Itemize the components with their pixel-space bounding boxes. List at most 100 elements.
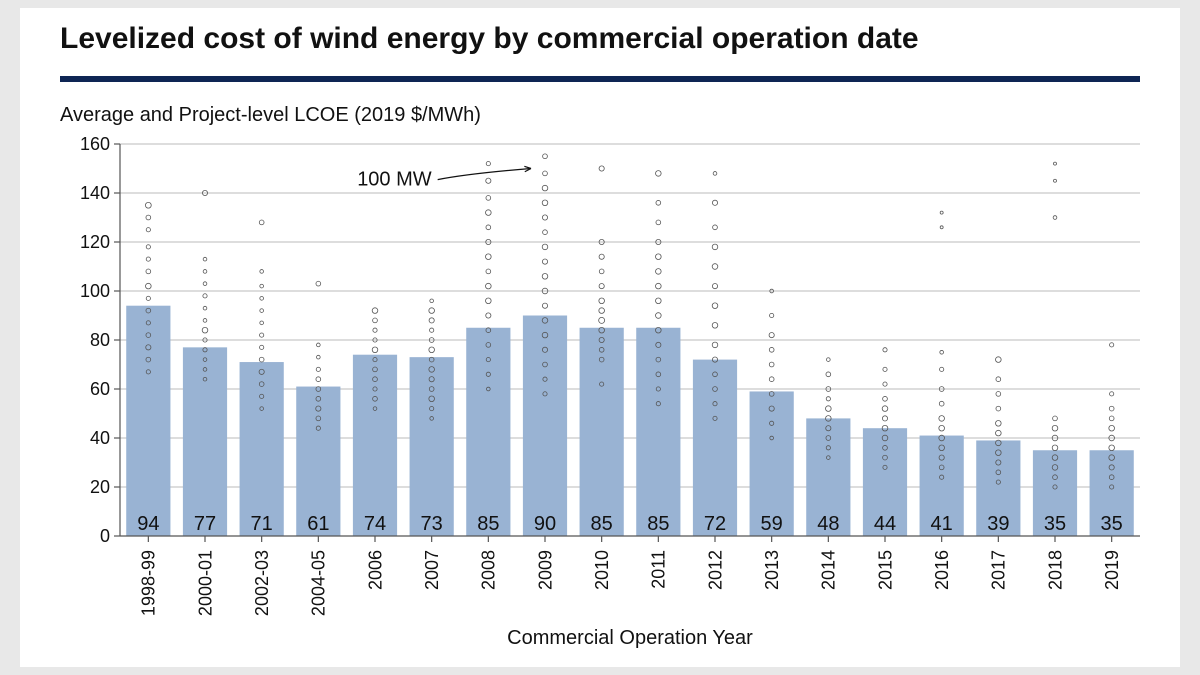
y-tick-label: 60 (90, 379, 110, 399)
project-bubble (769, 377, 774, 382)
bar-value-label: 72 (704, 513, 726, 535)
project-bubble (260, 321, 264, 325)
bar-value-label: 90 (534, 513, 556, 535)
project-bubble (882, 416, 887, 421)
y-tick-label: 40 (90, 428, 110, 448)
bar (410, 357, 454, 536)
project-bubble (656, 283, 662, 289)
x-tick-label: 2016 (932, 550, 952, 590)
project-bubble (996, 377, 1001, 382)
project-bubble (146, 245, 150, 249)
project-bubble (712, 200, 717, 205)
project-bubble (1109, 406, 1114, 411)
project-bubble (146, 257, 150, 261)
project-bubble (260, 345, 264, 349)
x-tick-label: 2017 (989, 550, 1009, 590)
project-bubble (486, 313, 491, 318)
bar-value-label: 74 (364, 513, 386, 535)
project-bubble (656, 171, 662, 177)
project-bubble (656, 200, 661, 205)
project-bubble (316, 281, 321, 286)
project-bubble (769, 333, 774, 338)
slide: Levelized cost of wind energy by commerc… (20, 8, 1180, 667)
bar-value-label: 59 (761, 513, 783, 535)
project-bubble (203, 306, 207, 310)
project-bubble (542, 215, 547, 220)
project-bubble (939, 425, 945, 431)
project-bubble (996, 430, 1002, 436)
x-tick-label: 2013 (762, 550, 782, 590)
lcoe-chart: 0204060801001201401609477716174738590858… (60, 136, 1150, 656)
project-bubble (202, 327, 208, 333)
project-bubble (712, 264, 718, 270)
project-bubble (1110, 343, 1114, 347)
project-bubble (883, 382, 887, 386)
bar-value-label: 71 (251, 513, 273, 535)
bar-value-label: 85 (477, 513, 499, 535)
project-bubble (599, 166, 604, 171)
project-bubble (373, 318, 378, 323)
y-tick-label: 20 (90, 477, 110, 497)
y-tick-label: 140 (80, 183, 110, 203)
project-bubble (146, 283, 152, 289)
y-tick-label: 100 (80, 281, 110, 301)
project-bubble (883, 348, 887, 352)
project-bubble (146, 296, 150, 300)
bar (466, 328, 510, 536)
project-bubble (260, 333, 264, 337)
project-bubble (260, 270, 264, 274)
bar (580, 328, 624, 536)
project-bubble (712, 284, 717, 289)
project-bubble (599, 254, 604, 259)
bar-value-label: 39 (987, 513, 1009, 535)
project-bubble (1110, 392, 1114, 396)
project-bubble (1054, 179, 1057, 182)
bar-value-label: 35 (1044, 513, 1066, 535)
bar-value-label: 85 (591, 513, 613, 535)
bar-value-label: 41 (931, 513, 953, 535)
project-bubble (203, 257, 207, 261)
project-bubble (372, 308, 378, 314)
project-bubble (316, 377, 321, 382)
bar (183, 347, 227, 536)
annotation-label: 100 MW (357, 169, 432, 191)
x-tick-label: 2004-05 (309, 550, 329, 616)
project-bubble (1053, 216, 1057, 220)
page-title: Levelized cost of wind energy by commerc… (60, 22, 919, 56)
project-bubble (260, 309, 264, 313)
project-bubble (373, 328, 377, 332)
x-tick-label: 2014 (819, 550, 839, 590)
project-bubble (599, 284, 604, 289)
bar-value-label: 48 (817, 513, 839, 535)
project-bubble (203, 294, 207, 298)
bar (126, 306, 170, 536)
project-bubble (939, 401, 944, 406)
project-bubble (486, 196, 491, 201)
project-bubble (769, 347, 774, 352)
x-tick-label: 2010 (592, 550, 612, 590)
project-bubble (203, 319, 207, 323)
project-bubble (883, 396, 888, 401)
project-bubble (1109, 445, 1115, 451)
project-bubble (826, 372, 831, 377)
project-bubble (656, 254, 662, 260)
project-bubble (372, 347, 378, 353)
project-bubble (543, 171, 548, 176)
bar (240, 362, 284, 536)
bar-value-label: 77 (194, 513, 216, 535)
y-axis-title: Average and Project-level LCOE (2019 $/M… (60, 104, 481, 127)
project-bubble (203, 282, 207, 286)
project-bubble (486, 254, 492, 260)
project-bubble (146, 215, 151, 220)
project-bubble (712, 244, 718, 250)
project-bubble (542, 185, 548, 191)
project-bubble (543, 230, 548, 235)
project-bubble (599, 269, 604, 274)
bar-value-label: 85 (647, 513, 669, 535)
project-bubble (996, 420, 1002, 426)
project-bubble (316, 355, 320, 359)
project-bubble (260, 297, 264, 301)
bar-value-label: 94 (137, 513, 159, 535)
x-tick-label: 2019 (1102, 550, 1122, 590)
project-bubble (1109, 425, 1115, 431)
